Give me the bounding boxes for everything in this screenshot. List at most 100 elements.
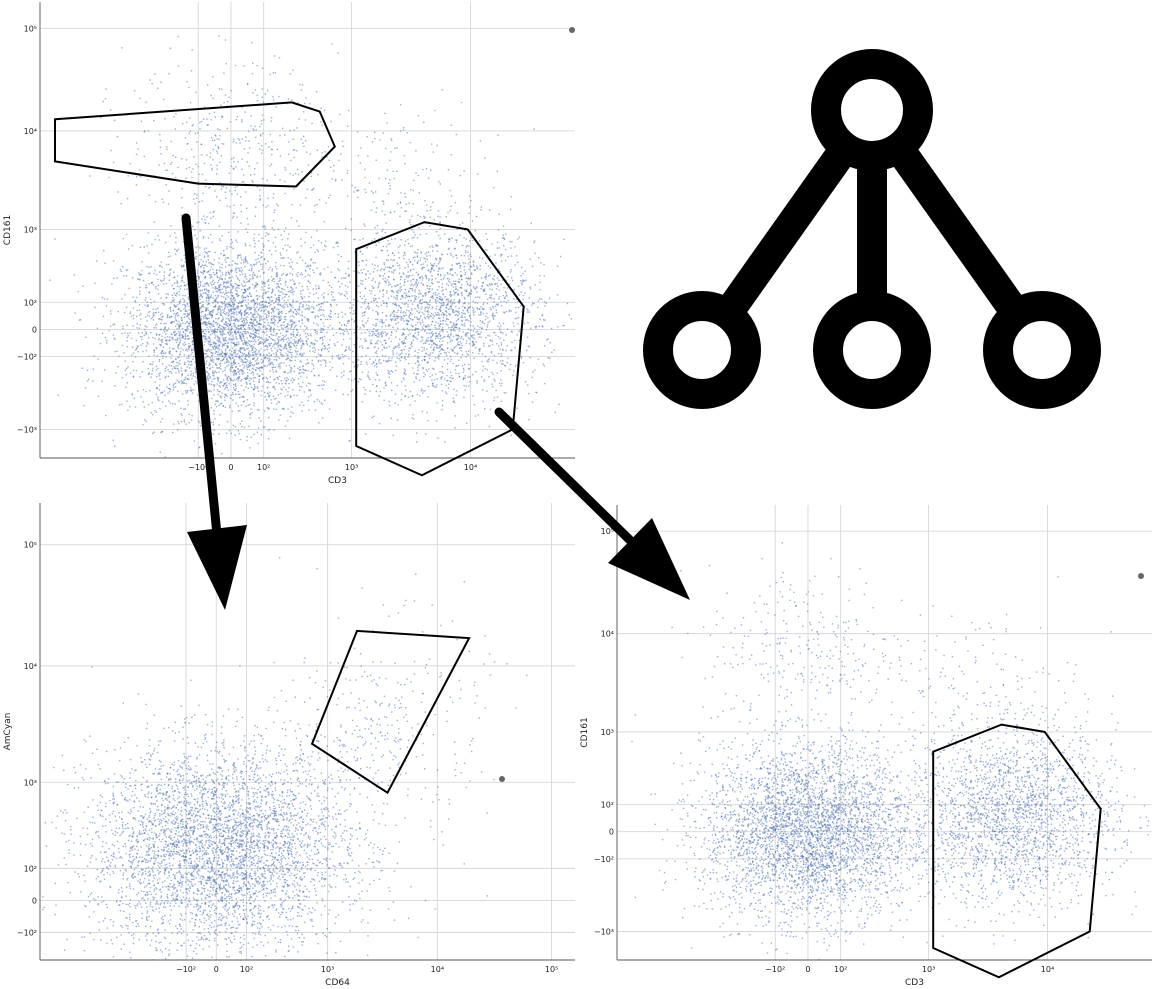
data-point xyxy=(384,277,386,280)
data-point xyxy=(175,350,178,352)
data-point xyxy=(173,277,175,279)
data-point xyxy=(248,352,250,355)
data-point xyxy=(155,333,158,335)
data-point xyxy=(252,322,255,325)
data-point xyxy=(218,345,221,347)
data-point xyxy=(283,289,286,291)
data-point xyxy=(173,366,175,368)
data-point xyxy=(374,324,376,327)
data-point xyxy=(155,411,157,413)
data-point xyxy=(393,319,396,321)
data-point xyxy=(258,302,261,305)
data-point xyxy=(504,291,507,293)
data-point xyxy=(153,300,156,303)
data-point xyxy=(224,383,226,385)
data-point xyxy=(244,244,247,247)
data-point xyxy=(267,408,269,410)
data-point xyxy=(229,353,231,355)
data-point xyxy=(299,334,301,336)
data-point xyxy=(160,322,162,325)
data-point xyxy=(187,403,189,406)
data-point xyxy=(128,287,130,290)
data-point xyxy=(287,420,289,422)
data-point xyxy=(176,320,178,322)
data-point xyxy=(230,432,232,435)
data-point xyxy=(184,313,187,315)
data-point xyxy=(452,349,454,351)
data-point xyxy=(392,272,395,274)
data-point xyxy=(262,246,265,248)
data-point xyxy=(397,404,399,406)
data-point xyxy=(381,349,384,351)
data-point xyxy=(419,259,421,261)
data-point xyxy=(390,313,392,316)
data-point xyxy=(449,355,452,358)
data-point xyxy=(152,343,155,345)
data-point xyxy=(152,315,155,317)
data-point xyxy=(188,413,190,415)
data-point xyxy=(254,336,256,338)
data-point xyxy=(205,330,208,333)
data-point xyxy=(254,376,257,379)
data-point xyxy=(208,297,211,300)
data-point xyxy=(245,386,247,388)
data-point xyxy=(167,375,170,378)
data-point xyxy=(277,302,280,304)
data-point xyxy=(209,327,212,329)
data-point xyxy=(375,322,377,325)
data-point xyxy=(529,286,531,288)
data-point xyxy=(209,322,212,325)
data-point xyxy=(148,315,150,317)
data-point xyxy=(159,313,162,316)
data-point xyxy=(300,296,302,298)
data-point xyxy=(270,318,272,320)
data-point xyxy=(233,338,235,340)
data-point xyxy=(254,285,256,288)
data-point xyxy=(278,357,281,360)
data-point xyxy=(261,255,263,258)
data-point xyxy=(303,300,305,303)
data-point xyxy=(293,394,295,396)
data-point xyxy=(282,288,284,290)
data-point xyxy=(250,312,252,314)
data-point xyxy=(213,325,215,327)
data-point xyxy=(321,331,323,334)
data-point xyxy=(224,399,226,401)
data-point xyxy=(174,317,176,319)
data-point xyxy=(298,320,300,322)
data-point xyxy=(212,287,214,289)
data-point xyxy=(212,370,214,372)
data-point xyxy=(299,372,301,374)
data-point xyxy=(263,309,266,312)
data-point xyxy=(234,307,237,310)
data-point xyxy=(211,380,213,383)
data-point xyxy=(450,252,452,255)
data-point xyxy=(239,348,241,350)
data-point xyxy=(258,322,261,324)
data-point xyxy=(154,337,156,340)
data-point xyxy=(168,387,171,390)
data-point xyxy=(324,359,326,361)
data-point xyxy=(186,330,188,332)
data-point xyxy=(170,302,172,304)
data-point xyxy=(336,375,338,377)
data-point xyxy=(541,298,543,300)
data-point xyxy=(391,357,393,359)
data-point xyxy=(418,349,420,351)
data-point xyxy=(411,274,414,276)
data-point xyxy=(220,328,223,330)
data-point xyxy=(165,330,168,332)
data-point xyxy=(295,351,297,353)
data-point xyxy=(239,347,241,349)
data-point xyxy=(446,362,449,365)
data-point xyxy=(216,345,218,347)
data-point xyxy=(347,267,350,270)
data-point xyxy=(489,408,492,410)
data-point xyxy=(319,354,321,356)
data-point xyxy=(300,375,302,378)
data-point xyxy=(300,337,302,339)
data-point xyxy=(270,326,272,328)
data-point xyxy=(144,328,146,331)
data-point xyxy=(395,369,397,372)
data-point xyxy=(205,297,208,299)
